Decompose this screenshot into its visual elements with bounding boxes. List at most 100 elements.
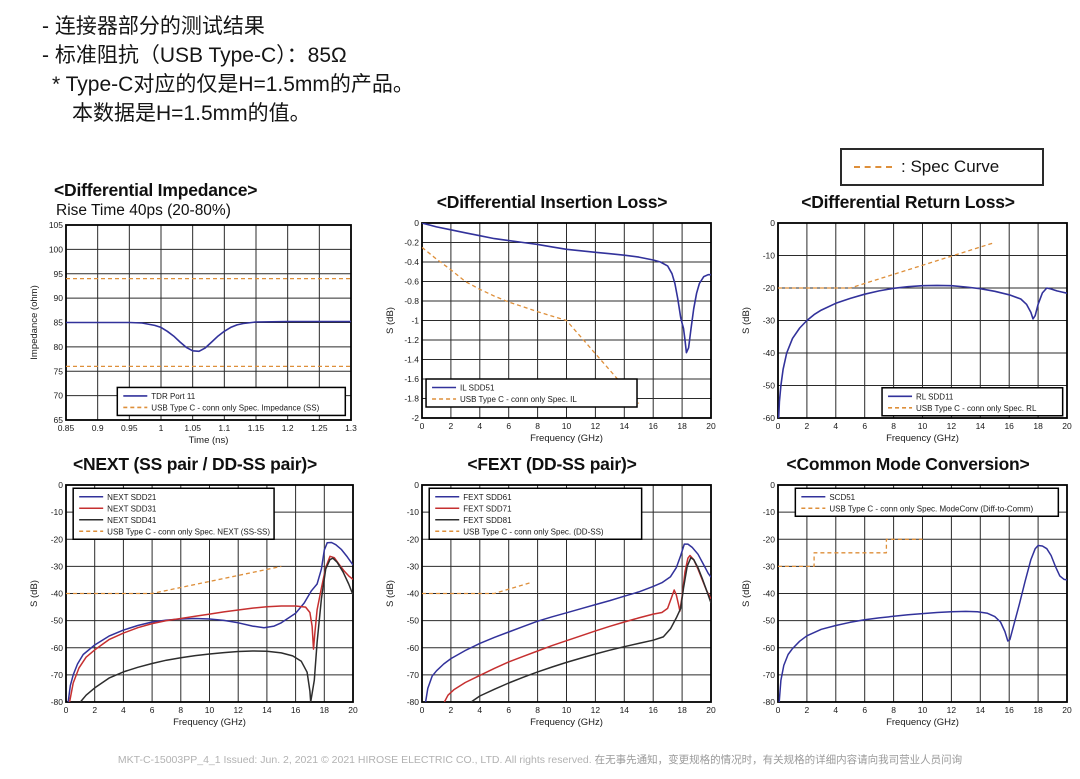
chart-canvas-next: 0 2 4 6 8 10 12 14 16 18 20 0 -10 -20 -30 -40 -50 -60 -70 -… — [29, 480, 358, 728]
svg-text:75: 75 — [54, 366, 64, 376]
svg-text:12: 12 — [947, 705, 957, 715]
svg-text:-40: -40 — [763, 589, 776, 599]
chart-canvas-common-mode: 0 2 4 6 8 10 12 14 16 18 20 0 -10 -20 -30 -40 -50 -60 -70 -… — [741, 480, 1072, 728]
svg-text:S (dB): S (dB) — [741, 580, 752, 607]
svg-text:S (dB): S (dB) — [29, 580, 40, 607]
svg-text:16: 16 — [1004, 705, 1014, 715]
svg-text:-80: -80 — [51, 697, 64, 707]
svg-text:USB Type C - conn only Spec. (: USB Type C - conn only Spec. (DD-SS) — [463, 527, 604, 536]
svg-text:6: 6 — [150, 705, 155, 715]
svg-text:-1.2: -1.2 — [404, 335, 419, 345]
chart-common-mode-conversion: <Common Mode Conversion> 0 2 4 6 8 10 12 14 16 18… — [740, 454, 1076, 732]
svg-text:USB Type C - conn only Spec. I: USB Type C - conn only Spec. Impedance (… — [151, 403, 319, 412]
chart-subtitle: Rise Time 40ps (20-80%) — [56, 202, 231, 219]
svg-text:70: 70 — [54, 391, 64, 401]
chart-canvas-return-loss: 0 2 4 6 8 10 12 14 16 18 20 0 -10 -20 -30 -40 -50 -60 Freq… — [741, 218, 1072, 444]
svg-text:USB Type C - conn only Spec. N: USB Type C - conn only Spec. NEXT (SS-SS… — [107, 527, 270, 536]
svg-text:S (dB): S (dB) — [385, 580, 396, 607]
svg-text:14: 14 — [620, 421, 630, 431]
svg-text:-20: -20 — [51, 534, 64, 544]
chart-fext: <FEXT (DD-SS pair)> 0 2 4 6 8 10 12 14 16 18 20 0 -1… — [384, 454, 720, 732]
svg-text:0: 0 — [776, 705, 781, 715]
svg-text:-40: -40 — [51, 589, 64, 599]
svg-text:-10: -10 — [763, 251, 776, 261]
svg-text:S (dB): S (dB) — [385, 307, 396, 334]
svg-text:NEXT SDD31: NEXT SDD31 — [107, 504, 157, 513]
svg-text:-70: -70 — [51, 670, 64, 680]
svg-text:-40: -40 — [407, 589, 420, 599]
svg-text:-70: -70 — [407, 670, 420, 680]
svg-text:-80: -80 — [763, 697, 776, 707]
svg-text:-30: -30 — [407, 561, 420, 571]
svg-text:6: 6 — [862, 705, 867, 715]
svg-text:4: 4 — [833, 421, 838, 431]
chart-title: <FEXT (DD-SS pair)> — [467, 454, 637, 474]
svg-text:-60: -60 — [763, 643, 776, 653]
svg-text:-10: -10 — [407, 507, 420, 517]
svg-text:FEXT SDD81: FEXT SDD81 — [463, 516, 512, 525]
svg-text:8: 8 — [891, 421, 896, 431]
svg-text:6: 6 — [506, 421, 511, 431]
svg-text:8: 8 — [891, 705, 896, 715]
svg-text:0.95: 0.95 — [121, 423, 138, 433]
svg-text:12: 12 — [591, 705, 601, 715]
chart-title: <Differential Impedance> — [54, 180, 258, 200]
svg-text:105: 105 — [49, 220, 63, 230]
svg-text:Impedance (ohm): Impedance (ohm) — [29, 285, 40, 359]
svg-text:4: 4 — [121, 705, 126, 715]
svg-text:80: 80 — [54, 342, 64, 352]
svg-text:-60: -60 — [407, 643, 420, 653]
svg-text:0.9: 0.9 — [92, 423, 104, 433]
svg-text:0: 0 — [770, 218, 775, 228]
svg-text:Frequency (GHz): Frequency (GHz) — [530, 717, 603, 728]
svg-text:16: 16 — [1004, 421, 1014, 431]
svg-text:-2: -2 — [411, 413, 419, 423]
spec-curve-label: : Spec Curve — [901, 157, 1000, 176]
svg-text:-1.6: -1.6 — [404, 374, 419, 384]
svg-text:14: 14 — [262, 705, 272, 715]
svg-text:IL SDD51: IL SDD51 — [460, 384, 495, 393]
svg-text:18: 18 — [677, 421, 687, 431]
svg-text:18: 18 — [320, 705, 330, 715]
svg-text:16: 16 — [648, 705, 658, 715]
svg-text:0: 0 — [64, 705, 69, 715]
svg-text:20: 20 — [348, 705, 358, 715]
svg-text:-80: -80 — [407, 697, 420, 707]
svg-text:-30: -30 — [763, 561, 776, 571]
svg-text:USB Type C - conn only Spec. M: USB Type C - conn only Spec. ModeConv (D… — [829, 504, 1033, 513]
svg-text:-30: -30 — [763, 316, 776, 326]
svg-text:1.2: 1.2 — [282, 423, 294, 433]
svg-text:4: 4 — [477, 705, 482, 715]
svg-text:-50: -50 — [407, 616, 420, 626]
svg-text:10: 10 — [562, 705, 572, 715]
chart-title: <Common Mode Conversion> — [786, 454, 1030, 474]
svg-text:2: 2 — [92, 705, 97, 715]
chart-next: <NEXT (SS pair / DD-SS pair)> 0 2 4 6 8 10 12 1… — [28, 454, 362, 732]
svg-text:0: 0 — [414, 480, 419, 490]
svg-text:2: 2 — [805, 705, 810, 715]
note-line-4: 本数据是H=1.5mm的值。 — [72, 102, 311, 125]
spec-dash-icon — [854, 166, 892, 168]
svg-text:-0.4: -0.4 — [404, 257, 419, 267]
svg-text:18: 18 — [1033, 705, 1043, 715]
svg-text:95: 95 — [54, 269, 64, 279]
svg-text:USB Type C - conn only Spec. R: USB Type C - conn only Spec. RL — [916, 404, 1037, 413]
svg-text:16: 16 — [291, 705, 301, 715]
svg-text:NEXT SDD21: NEXT SDD21 — [107, 493, 157, 502]
svg-text:FEXT SDD71: FEXT SDD71 — [463, 504, 512, 513]
footer-notice: 在无事先通知，变更规格的情况时，有关规格的详细内容请向我司营业人员问询 — [594, 754, 963, 766]
svg-text:-50: -50 — [51, 616, 64, 626]
svg-text:-70: -70 — [763, 670, 776, 680]
svg-text:-40: -40 — [763, 348, 776, 358]
svg-text:S (dB): S (dB) — [741, 307, 752, 334]
svg-text:2: 2 — [449, 421, 454, 431]
chart-title: <Differential Insertion Loss> — [436, 192, 668, 212]
svg-text:10: 10 — [918, 421, 928, 431]
svg-text:RL SDD11: RL SDD11 — [916, 392, 954, 401]
svg-text:-0.6: -0.6 — [404, 277, 419, 287]
svg-text:-20: -20 — [763, 283, 776, 293]
svg-text:TDR Port 11: TDR Port 11 — [151, 392, 195, 401]
svg-text:90: 90 — [54, 293, 64, 303]
svg-text:12: 12 — [947, 421, 957, 431]
svg-text:0: 0 — [414, 218, 419, 228]
